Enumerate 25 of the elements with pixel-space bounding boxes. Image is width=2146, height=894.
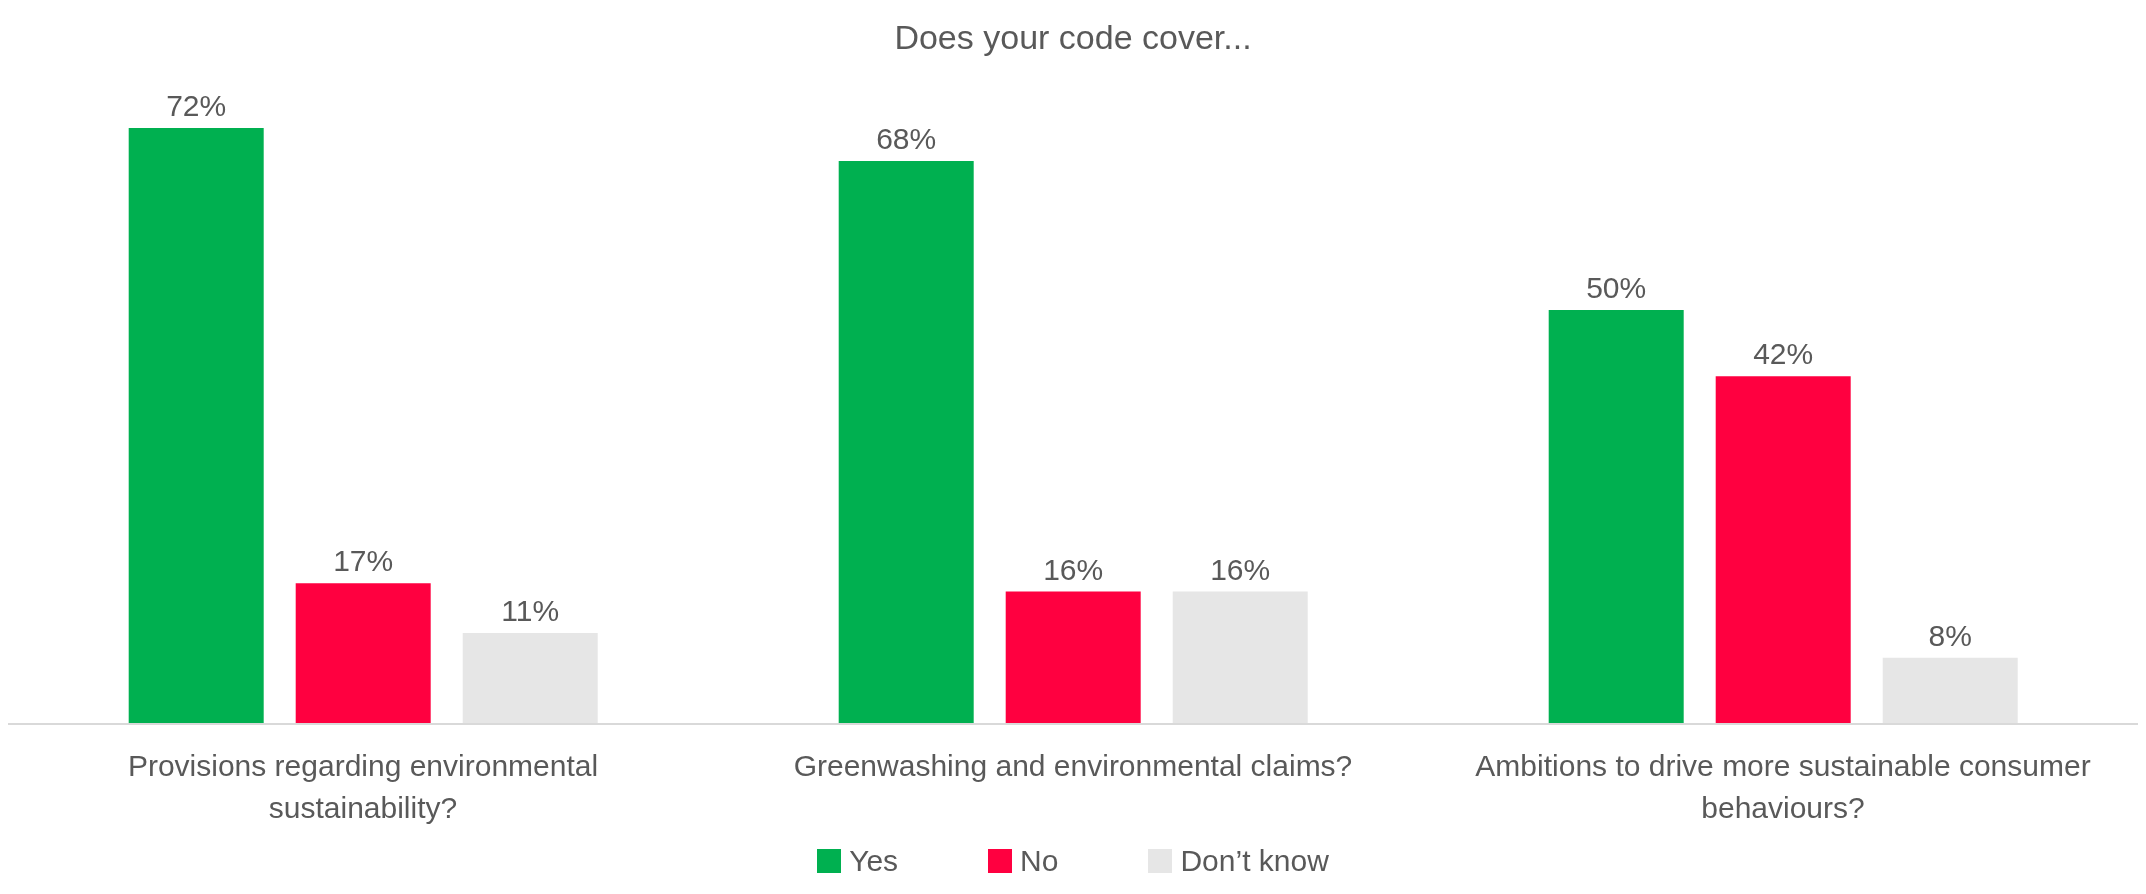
data-label: 50% [1586,271,1647,305]
x-tick-label: Provisions regarding environmental sustainability? [127,749,599,824]
bar [1172,591,1308,724]
legend-label: No [1019,844,1059,878]
data-label: 16% [1210,552,1271,586]
bar [1882,657,2018,724]
bar [1548,310,1684,724]
bar [1005,591,1141,724]
data-label: 68% [876,122,937,156]
legend-label: Yes [848,844,899,878]
bar [128,128,264,724]
bar [1715,376,1851,724]
x-tick-label: Greenwashing and environmental claims? [793,749,1353,782]
chart-title: Does your code cover... [893,17,1253,58]
data-label: 16% [1043,552,1104,586]
data-label: 8% [1928,618,1972,652]
data-label: 42% [1753,337,1814,371]
bar [838,161,974,724]
data-label: 72% [166,89,227,122]
data-label: 11% [501,593,560,627]
bar [462,632,598,724]
legend-label: Don’t know [1179,844,1329,878]
x-tick-label: Ambitions to drive more sustainable consumer behaviours? [1475,749,2091,824]
data-label: 17% [333,544,394,578]
bar [295,583,431,724]
